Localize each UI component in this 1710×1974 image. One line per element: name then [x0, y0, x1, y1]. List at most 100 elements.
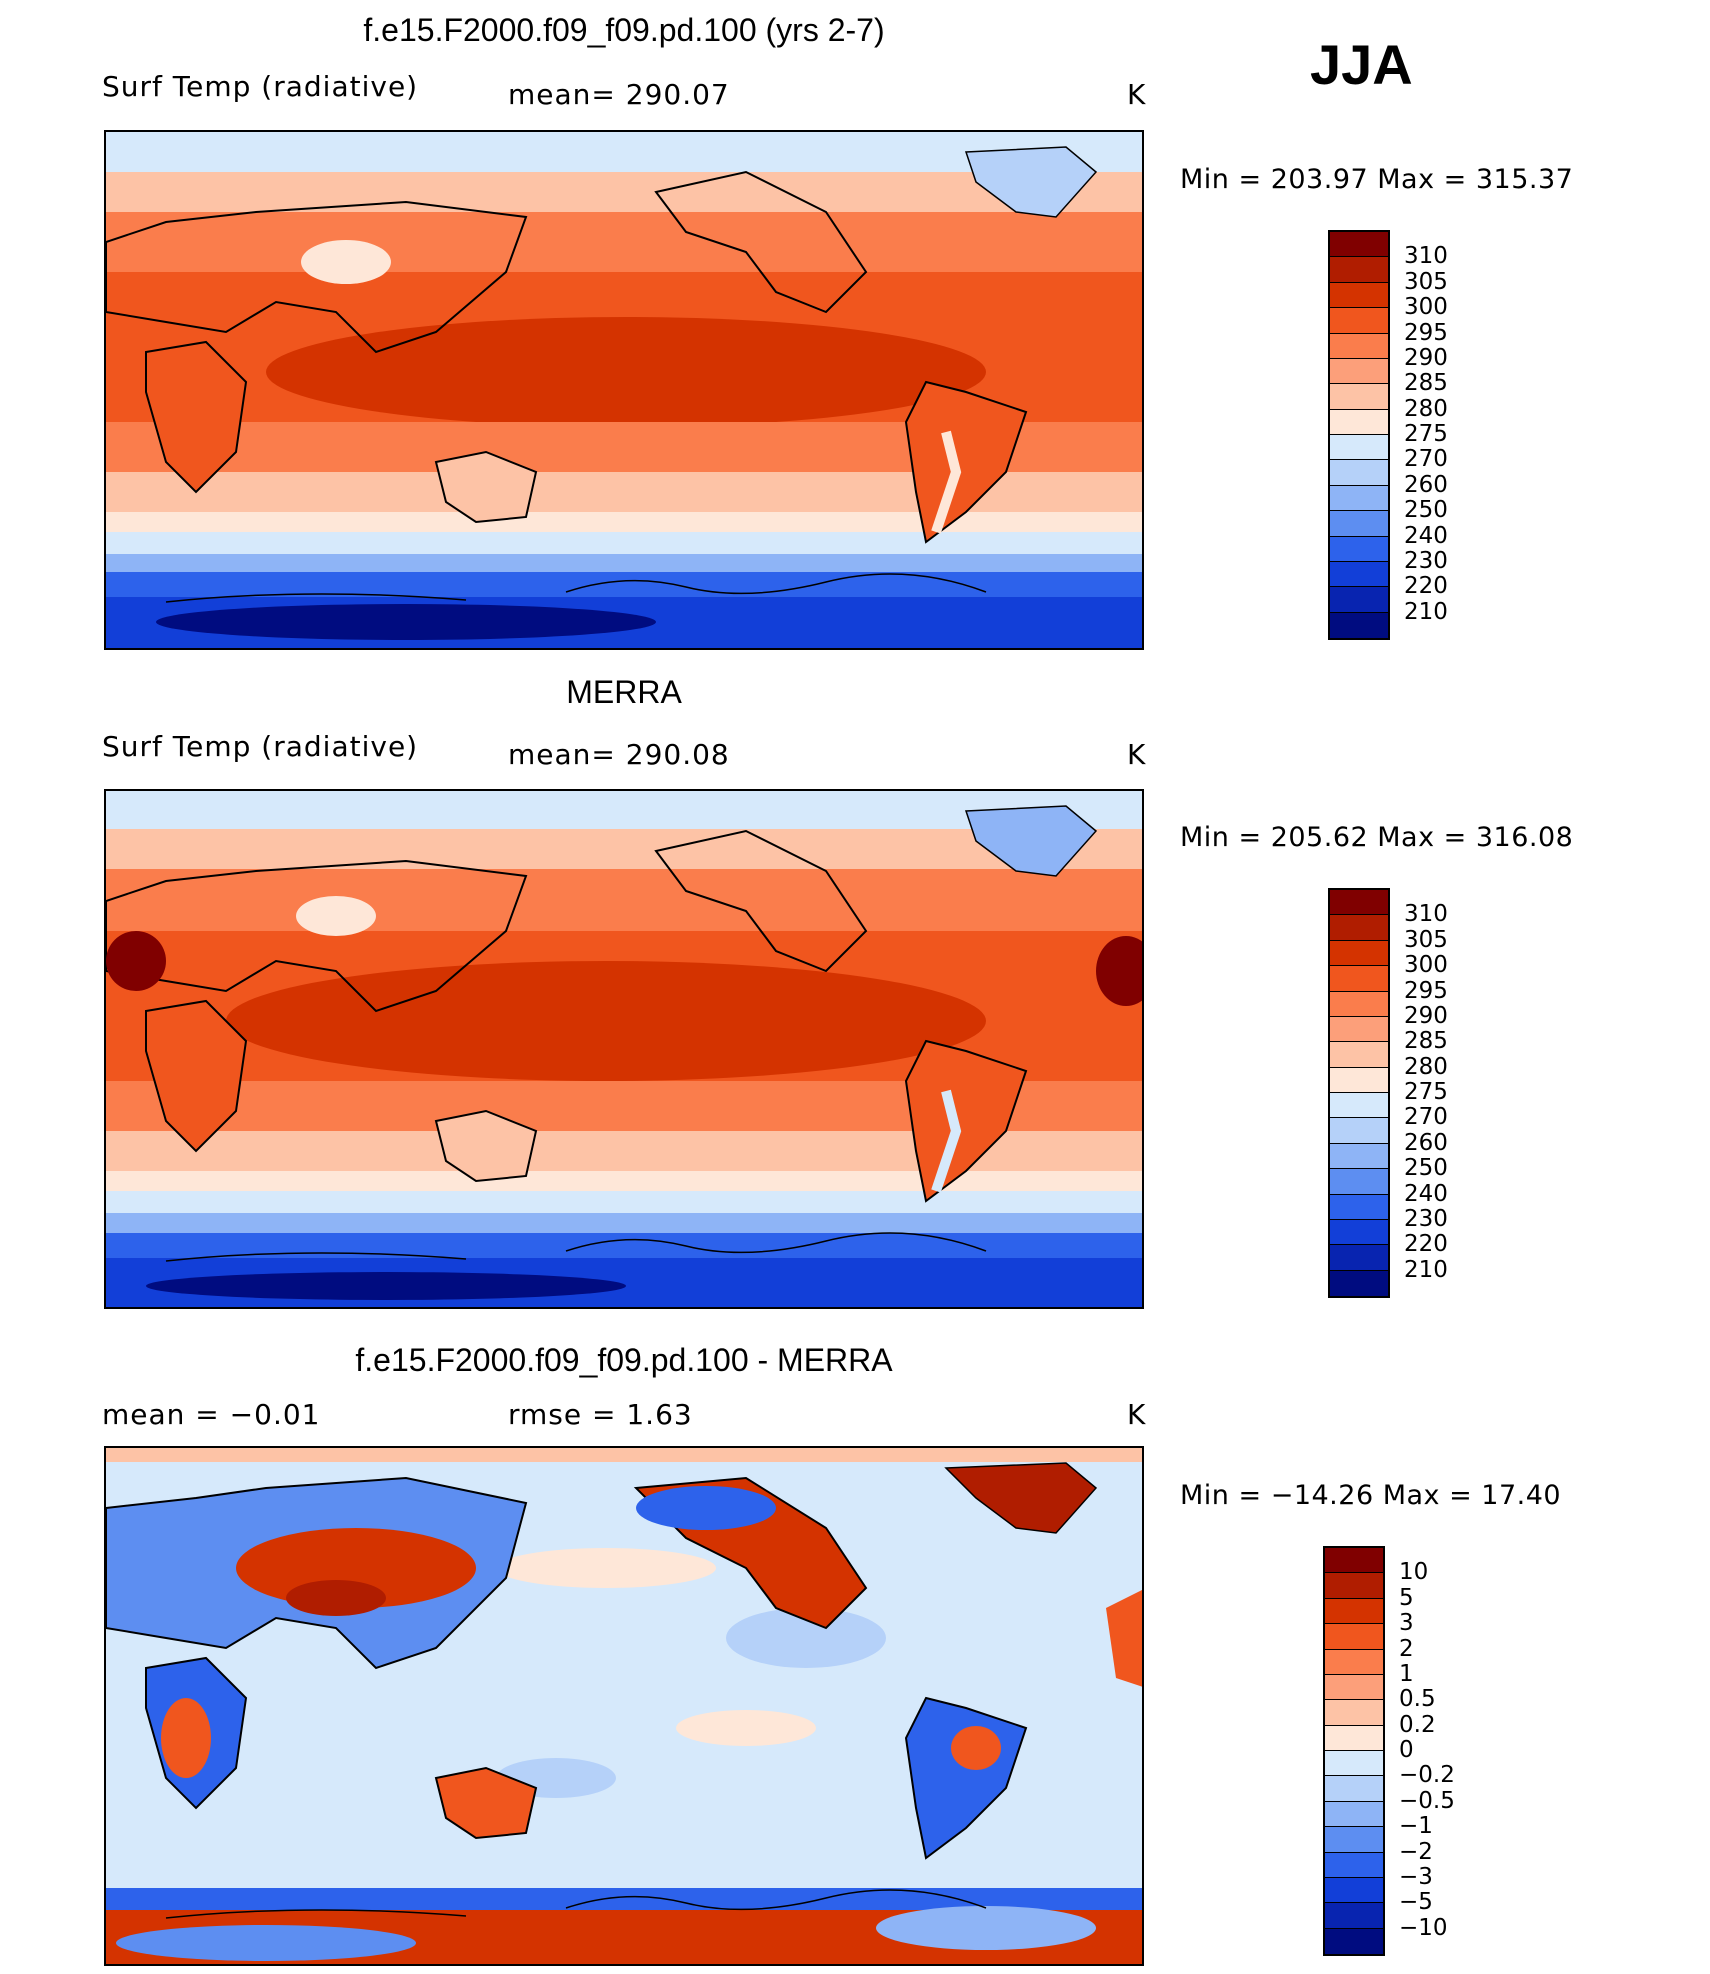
- colorbar-swatch: [1330, 1093, 1388, 1119]
- colorbar-swatch: [1330, 257, 1388, 283]
- colorbar-2: [1328, 888, 1390, 1298]
- colorbar-tick-label: 305: [1404, 268, 1448, 295]
- colorbar-tick-label: 300: [1404, 294, 1448, 321]
- colorbar-swatch: [1330, 409, 1388, 435]
- colorbar-3: [1323, 1546, 1385, 1956]
- colorbar-swatch: [1330, 333, 1388, 359]
- colorbar-tick-label: −2: [1399, 1838, 1433, 1865]
- panel-2-minmax: Min = 205.62 Max = 316.08: [1180, 822, 1574, 853]
- panel-1-map: [104, 130, 1144, 650]
- colorbar-1: [1328, 230, 1390, 640]
- colorbar-swatch: [1330, 966, 1388, 992]
- colorbar-swatch: [1330, 485, 1388, 512]
- colorbar-swatch: [1325, 1624, 1383, 1650]
- colorbar-tick-label: 275: [1404, 421, 1448, 447]
- colorbar-swatch: [1330, 1118, 1388, 1144]
- colorbar-swatch: [1330, 940, 1388, 967]
- colorbar-swatch: [1330, 1067, 1388, 1093]
- colorbar-swatch: [1330, 915, 1388, 941]
- colorbar-swatch: [1330, 1245, 1388, 1271]
- colorbar-swatch: [1325, 1573, 1383, 1599]
- panel-2-variable-label: Surf Temp (radiative): [102, 730, 419, 763]
- colorbar-swatch: [1325, 1928, 1383, 1954]
- colorbar-tick-label: −5: [1399, 1889, 1433, 1916]
- colorbar-tick-label: 1: [1399, 1660, 1414, 1687]
- panel-2-mean-label: mean= 290.08: [508, 738, 730, 771]
- colorbar-tick-label: 260: [1404, 1129, 1448, 1156]
- colorbar-tick-label: 3: [1399, 1610, 1414, 1637]
- colorbar-tick-label: 280: [1404, 395, 1448, 422]
- colorbar-swatch: [1330, 435, 1388, 461]
- colorbar-swatch: [1330, 1169, 1388, 1195]
- colorbar-tick-label: 275: [1404, 1079, 1448, 1105]
- panel-3-map: [104, 1446, 1144, 1966]
- colorbar-tick-label: −3: [1399, 1863, 1433, 1890]
- panel-1-units-label: K: [1127, 78, 1147, 111]
- colorbar-tick-label: −0.5: [1399, 1787, 1455, 1814]
- colorbar-tick-label: 210: [1404, 1256, 1448, 1283]
- colorbar-swatch: [1330, 1270, 1388, 1296]
- colorbar-tick-label: −1: [1399, 1813, 1433, 1840]
- colorbar-tick-label: 280: [1404, 1053, 1448, 1080]
- colorbar-tick-label: −10: [1399, 1914, 1448, 1941]
- panel-1-mean-label: mean= 290.07: [508, 78, 730, 111]
- colorbar-swatch: [1330, 460, 1388, 486]
- colorbar-tick-label: 2: [1399, 1635, 1414, 1662]
- colorbar-tick-label: 10: [1399, 1559, 1429, 1586]
- colorbar-swatch: [1325, 1674, 1383, 1701]
- colorbar-swatch: [1325, 1827, 1383, 1853]
- colorbar-tick-label: 270: [1404, 446, 1448, 473]
- colorbar-swatch: [1330, 536, 1388, 562]
- panel-3-units-label: K: [1127, 1398, 1147, 1431]
- panel-1-variable-label: Surf Temp (radiative): [102, 70, 419, 103]
- colorbar-tick-label: 240: [1404, 1180, 1448, 1207]
- colorbar-tick-label: 295: [1404, 319, 1448, 346]
- colorbar-swatch: [1330, 587, 1388, 613]
- colorbar-swatch: [1330, 1042, 1388, 1068]
- colorbar-tick-label: 300: [1404, 952, 1448, 979]
- colorbar-tick-label: 295: [1404, 977, 1448, 1004]
- colorbar-swatch: [1330, 282, 1388, 309]
- colorbar-swatch: [1330, 612, 1388, 638]
- colorbar-tick-label: 230: [1404, 547, 1448, 574]
- panel-3-title: f.e15.F2000.f09_f09.pd.100 - MERRA: [355, 1342, 893, 1378]
- panel-2-title: MERRA: [566, 674, 682, 710]
- colorbar-tick-label: 0.5: [1399, 1686, 1436, 1713]
- colorbar-swatch: [1330, 511, 1388, 537]
- colorbar-tick-label: −0.2: [1399, 1762, 1455, 1789]
- colorbar-swatch: [1330, 1194, 1388, 1220]
- colorbar-tick-label: 0.2: [1399, 1711, 1436, 1738]
- season-label: JJA: [1310, 33, 1413, 96]
- colorbar-swatch: [1325, 1725, 1383, 1751]
- colorbar-tick-label: 240: [1404, 522, 1448, 549]
- colorbar-swatch: [1325, 1598, 1383, 1625]
- colorbar-swatch: [1325, 1751, 1383, 1777]
- colorbar-tick-label: 290: [1404, 1002, 1448, 1029]
- panel-3-rmse-label: rmse = 1.63: [508, 1398, 693, 1431]
- colorbar-swatch: [1325, 1649, 1383, 1675]
- colorbar-tick-label: 220: [1404, 573, 1448, 600]
- colorbar-swatch: [1325, 1776, 1383, 1802]
- colorbar-tick-label: 230: [1404, 1205, 1448, 1232]
- colorbar-swatch: [1325, 1852, 1383, 1878]
- panel-1-minmax: Min = 203.97 Max = 315.37: [1180, 164, 1574, 195]
- colorbar-tick-label: 250: [1404, 497, 1448, 524]
- colorbar-swatch: [1330, 1219, 1388, 1246]
- colorbar-tick-label: 220: [1404, 1231, 1448, 1258]
- colorbar-tick-label: 0: [1399, 1737, 1414, 1763]
- colorbar-swatch: [1325, 1801, 1383, 1828]
- colorbar-swatch: [1330, 890, 1388, 916]
- colorbar-tick-label: 250: [1404, 1155, 1448, 1182]
- colorbar-swatch: [1330, 384, 1388, 410]
- colorbar-tick-label: 210: [1404, 598, 1448, 625]
- colorbar-tick-label: 305: [1404, 926, 1448, 953]
- colorbar-swatch: [1330, 358, 1388, 385]
- colorbar-swatch: [1325, 1877, 1383, 1904]
- colorbar-swatch: [1330, 232, 1388, 258]
- colorbar-swatch: [1330, 1016, 1388, 1043]
- colorbar-tick-label: 310: [1404, 901, 1448, 928]
- colorbar-tick-label: 285: [1404, 1028, 1448, 1055]
- panel-1-title: f.e15.F2000.f09_f09.pd.100 (yrs 2-7): [363, 12, 885, 48]
- colorbar-tick-label: 290: [1404, 344, 1448, 371]
- panel-2-units-label: K: [1127, 738, 1147, 771]
